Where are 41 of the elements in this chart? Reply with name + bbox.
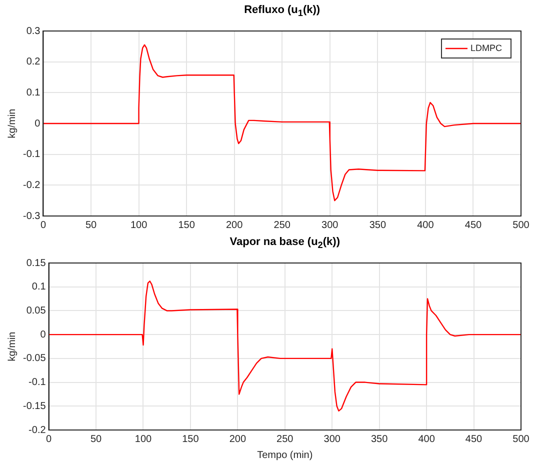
x-tick-label: 450 bbox=[465, 434, 483, 445]
y-tick-label: -0.2 bbox=[22, 180, 41, 191]
y-tick-label: -0.1 bbox=[28, 377, 46, 388]
x-tick-label: 500 bbox=[512, 220, 530, 231]
legend-label: LDMPC bbox=[470, 42, 502, 53]
x-tick-label: 300 bbox=[324, 434, 341, 445]
x-tick-label: 50 bbox=[90, 434, 102, 445]
y-tick-label: 0.3 bbox=[26, 26, 41, 37]
x-tick-label: 100 bbox=[134, 434, 152, 445]
y-tick-label: 0.1 bbox=[26, 87, 41, 98]
y-axis-title: kg/min bbox=[6, 108, 18, 138]
x-tick-label: 200 bbox=[226, 220, 244, 231]
y-tick-label: 0 bbox=[34, 118, 41, 130]
y-tick-label: -0.15 bbox=[22, 400, 46, 412]
x-tick-label: 450 bbox=[464, 220, 482, 231]
x-tick-label: 400 bbox=[417, 220, 434, 231]
x-tick-label: 500 bbox=[512, 434, 530, 445]
x-tick-label: 200 bbox=[229, 434, 246, 445]
x-tick-label: 300 bbox=[322, 220, 339, 231]
chart-title: Refluxo (u$_{1}$(k)) bbox=[244, 4, 320, 18]
chart-title: Vapor na base (u$_{2}$(k)) bbox=[230, 236, 340, 250]
x-tick-label: 250 bbox=[274, 220, 291, 231]
x-tick-label: 50 bbox=[85, 220, 98, 231]
y-tick-label: 0.1 bbox=[32, 282, 46, 293]
y-tick-label: 0.05 bbox=[26, 305, 46, 316]
x-axis-title: Tempo (min) bbox=[257, 450, 313, 461]
x-tick-label: 250 bbox=[276, 434, 294, 445]
x-tick-label: 350 bbox=[370, 434, 388, 445]
y-tick-label: -0.05 bbox=[22, 353, 46, 364]
y-tick-label: -0.2 bbox=[28, 424, 46, 436]
y-tick-label: -0.3 bbox=[22, 210, 41, 222]
y-tick-label: -0.1 bbox=[22, 149, 41, 160]
y-axis-title: kg/min bbox=[6, 332, 18, 362]
y-tick-label: 0 bbox=[40, 329, 46, 340]
y-tick-label: 0.15 bbox=[26, 258, 46, 269]
x-tick-label: 100 bbox=[130, 220, 148, 231]
x-tick-label: 150 bbox=[178, 220, 196, 231]
y-tick-label: 0.2 bbox=[26, 56, 41, 68]
x-tick-label: 400 bbox=[418, 434, 436, 445]
x-tick-label: 350 bbox=[369, 220, 386, 231]
x-tick-label: 150 bbox=[182, 434, 200, 445]
